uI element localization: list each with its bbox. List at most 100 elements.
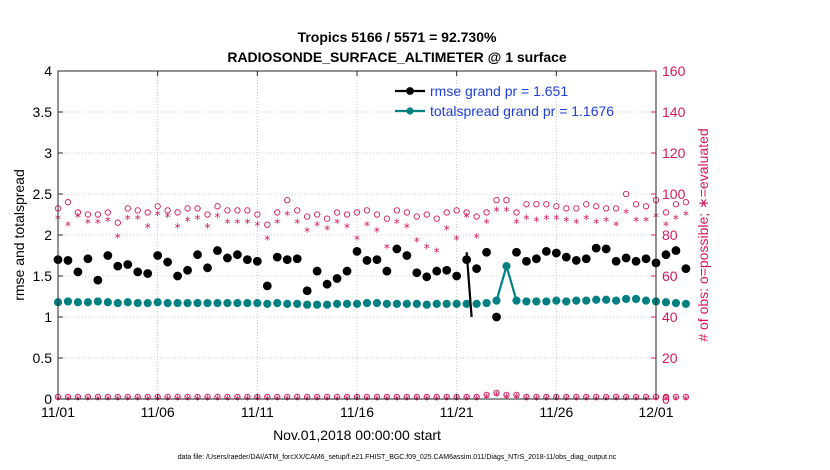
obs-evaluated-zero-point: * [603, 393, 609, 407]
obs-possible-point [333, 209, 341, 216]
obs-evaluated-point: * [324, 223, 330, 237]
obs-evaluated-point: * [613, 219, 619, 233]
obs-evaluated-zero-point: * [155, 393, 161, 407]
legend-rmse-label: rmse grand pr = 1.651 [430, 83, 568, 99]
totalspread-point [273, 298, 282, 308]
obs-possible-point [204, 211, 211, 218]
obs-possible-point [363, 207, 371, 214]
rmse-point [482, 247, 491, 257]
obs-possible-zero-point [74, 393, 82, 401]
obs-possible-zero-point [64, 393, 72, 401]
footnote: data file: /Users/raeder/DAI/ATM_forcXX/… [178, 454, 617, 461]
obs-possible-zero-point [533, 393, 540, 401]
legend-rmse-marker [406, 87, 414, 95]
obs-possible-zero-point [363, 393, 371, 401]
obs-evaluated-zero-point: * [244, 393, 250, 407]
totalspread-point [472, 299, 481, 308]
obs-evaluated-point: * [404, 221, 410, 235]
totalspread-point [213, 298, 222, 308]
totalspread-point [123, 298, 132, 307]
rmse-point [512, 247, 521, 257]
rmse-point [203, 263, 212, 273]
obs-possible-zero-point [622, 393, 630, 401]
totalspread-point [552, 296, 561, 305]
obs-evaluated-point: * [643, 215, 649, 229]
rmse-point [233, 250, 242, 260]
totalspread-point [143, 298, 152, 308]
obs-evaluated-zero-point: * [643, 393, 649, 407]
rmse-point [322, 279, 332, 289]
obs-evaluated-zero-point: * [434, 393, 440, 407]
obs-evaluated-point: * [125, 213, 131, 227]
rmse-point [532, 254, 541, 264]
totalspread-point [103, 298, 112, 307]
obs-possible-point [114, 219, 121, 226]
totalspread-point [622, 294, 631, 304]
rmse-point [213, 246, 222, 255]
obs-evaluated-point: * [165, 211, 171, 225]
obs-possible-point [463, 209, 470, 216]
x-tick-label: 11/26 [539, 404, 573, 420]
obs-evaluated-zero-point: * [504, 391, 510, 405]
totalspread-point [342, 299, 352, 308]
obs-possible-point [393, 207, 401, 214]
obs-evaluated-point: * [364, 219, 370, 233]
obs-evaluated-zero-point: * [593, 393, 599, 407]
rmse-point [581, 254, 591, 264]
obs-evaluated-zero-point: * [633, 393, 639, 407]
obs-evaluated-point: * [543, 213, 549, 227]
obs-possible-zero-point [632, 393, 640, 401]
y-tick-label: 2 [44, 227, 52, 243]
rmse-point [541, 247, 551, 256]
rmse-point [452, 271, 462, 281]
obs-evaluated-point: * [454, 233, 460, 247]
obs-possible-zero-point [503, 391, 510, 399]
totalspread-point [462, 299, 471, 308]
obs-possible-zero-point [433, 393, 440, 401]
obs-evaluated-point: * [155, 209, 161, 223]
obs-evaluated-point: * [234, 217, 240, 231]
obs-evaluated-zero-point: * [125, 393, 131, 407]
y-tick-label: 4 [44, 63, 52, 79]
rmse-point [173, 271, 183, 281]
totalspread-point [193, 298, 202, 308]
obs-evaluated-zero-point: * [563, 393, 569, 407]
obs-possible-zero-point [672, 393, 680, 401]
totalspread-point [203, 298, 212, 308]
totalspread-point [243, 298, 252, 308]
obs-possible-point [403, 209, 410, 216]
rmse-point [352, 247, 362, 256]
rmse-point [63, 256, 73, 265]
obs-possible-point [622, 190, 630, 198]
obs-evaluated-point: * [65, 219, 71, 233]
obs-evaluated-point: * [424, 241, 430, 255]
obs-possible-point [583, 201, 590, 208]
obs-possible-point [612, 205, 620, 212]
obs-possible-zero-point [244, 393, 251, 401]
totalspread-point [661, 298, 671, 307]
totalspread-point [263, 299, 272, 308]
rmse-point [282, 255, 292, 265]
obs-possible-point [632, 201, 640, 208]
obs-evaluated-zero-point: * [234, 393, 240, 407]
totalspread-point [372, 298, 382, 308]
obs-possible-point [423, 211, 430, 218]
totalspread-point [73, 298, 83, 307]
rmse-point [113, 261, 123, 271]
totalspread-point [233, 298, 242, 308]
obs-evaluated-point: * [583, 213, 589, 227]
y2-tick-label: 40 [662, 309, 678, 325]
rmse-point [382, 266, 392, 276]
totalspread-point [681, 299, 691, 308]
rmse-point [591, 243, 601, 253]
obs-evaluated-zero-point: * [165, 393, 171, 407]
totalspread-point [113, 298, 122, 308]
totalspread-point [362, 298, 372, 308]
totalspread-point [592, 295, 601, 304]
obs-possible-point [214, 203, 221, 210]
y2-axis-label: # of obs: o=possible; ∗=evaluated [695, 128, 711, 341]
obs-evaluated-zero-point: * [444, 393, 450, 407]
obs-evaluated-zero-point: * [683, 393, 689, 407]
obs-evaluated-point: * [464, 211, 470, 225]
obs-possible-point [144, 209, 151, 216]
